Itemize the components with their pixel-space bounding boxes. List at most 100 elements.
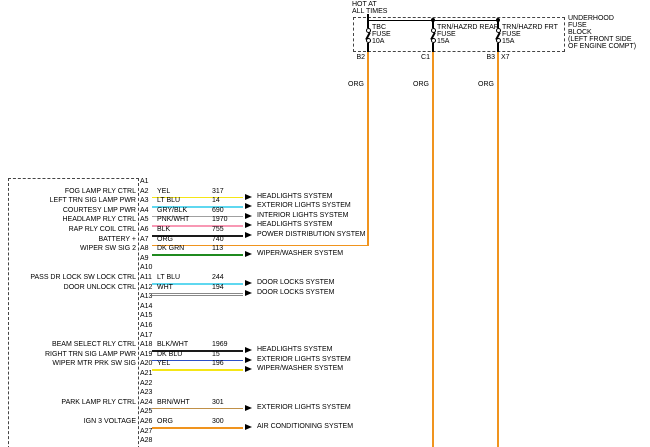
pin-label-A27: A27	[140, 427, 153, 435]
wire-A2	[152, 196, 243, 199]
system-arrow-icon	[245, 212, 252, 219]
fuse-block-label-line4: (LEFT FRONT SIDE	[568, 36, 632, 43]
system-arrow-icon	[245, 251, 252, 258]
fuse-lead-bottom	[367, 42, 369, 52]
pin-label-A6: A6	[140, 226, 149, 233]
wire-A7	[152, 244, 369, 247]
wire-color-code: BLK	[157, 226, 171, 233]
wire-color-code: BRN/WHT	[157, 398, 190, 406]
wire-A12	[152, 292, 243, 297]
system-arrow-icon	[245, 222, 252, 229]
module-function-label: LEFT TRN SIG LAMP PWR	[49, 197, 136, 205]
wire-color-code: ORG	[157, 235, 173, 243]
pin-label-A2: A2	[140, 187, 149, 195]
pin-label-A4: A4	[140, 206, 149, 214]
fuse-terminal-bottom	[430, 37, 436, 43]
wire-color-code: DK BLU	[157, 350, 183, 358]
wire-color-code: LT BLU	[157, 274, 181, 281]
pin-label-A7: A7	[140, 235, 149, 243]
pin-label-A28: A28	[140, 437, 153, 445]
system-arrow-icon	[245, 289, 252, 296]
fuse-block-label-line2: FUSE	[568, 22, 587, 29]
wire-circuit-number: 244	[212, 274, 224, 281]
pin-label-A19: A19	[140, 350, 153, 358]
pin-label-A15: A15	[140, 312, 153, 320]
bus-junction-dot	[496, 17, 500, 22]
hot-at-label-line1: HOT AT	[352, 1, 377, 8]
module-function-label: BEAM SELECT RLY CTRL	[51, 341, 136, 349]
system-arrow-icon	[245, 404, 252, 411]
wire-color-code: DK GRN	[157, 245, 185, 253]
wire-circuit-number: 740	[212, 235, 224, 243]
fuse3-name-line3: 15A	[502, 38, 515, 45]
fuse3-connector-label: X7	[501, 54, 510, 61]
module-function-label: IGN 3 VOLTAGE	[83, 418, 136, 425]
module-function-label: RAP RLY COIL CTRL	[68, 226, 136, 233]
hot-feed-line	[367, 13, 369, 21]
system-arrow-icon	[245, 203, 252, 210]
org-wire-B2	[367, 52, 369, 246]
system-arrow-icon	[245, 232, 252, 238]
pin-label-A24: A24	[140, 398, 153, 406]
wire-color-code: GRY/BLK	[157, 206, 188, 214]
system-label: DOOR LOCKS SYSTEM	[257, 288, 335, 296]
org-wire-B3	[497, 52, 499, 447]
system-label: DOOR LOCKS SYSTEM	[257, 279, 335, 286]
wire-color-code: YEL	[157, 360, 171, 368]
wire-circuit-number: 15	[212, 350, 220, 358]
fuse1-name-line1: TBC	[372, 24, 386, 31]
system-arrow-icon	[245, 424, 252, 430]
wire-circuit-number: 113	[212, 245, 224, 253]
wire-color-code: LT BLU	[157, 197, 181, 205]
module-function-label: DOOR UNLOCK CTRL	[63, 283, 136, 291]
wire-A8	[152, 254, 243, 256]
pin-label-A13: A13	[140, 293, 153, 301]
pin-label-A23: A23	[140, 389, 153, 397]
system-arrow-icon	[245, 366, 252, 373]
fuse-block-label-line1: UNDERHOOD	[568, 15, 614, 22]
wire-color-code: WHT	[157, 283, 173, 291]
wire-A6	[152, 235, 243, 237]
pin-label-A3: A3	[140, 197, 149, 205]
wire-A5	[152, 225, 243, 227]
system-label: EXTERIOR LIGHTS SYSTEM	[257, 403, 351, 411]
system-label: HEADLIGHTS SYSTEM	[257, 221, 333, 229]
module-connector-box	[8, 178, 139, 447]
system-label: POWER DISTRIBUTION SYSTEM	[257, 231, 366, 238]
pin-label-A5: A5	[140, 216, 149, 224]
wire-color-code: BLK/WHT	[157, 341, 189, 349]
module-function-label: WIPER MTR PRK SW SIG	[52, 360, 136, 368]
wire-circuit-number: 755	[212, 226, 224, 233]
wire-A4	[152, 215, 243, 218]
pin-label-A18: A18	[140, 341, 153, 349]
wire-circuit-number: 14	[212, 197, 220, 205]
fuse3-name-line2: FUSE	[502, 31, 521, 38]
wire-circuit-number: 690	[212, 206, 224, 214]
system-label: HEADLIGHTS SYSTEM	[257, 346, 333, 354]
fuse1-pin-label: B2	[356, 54, 365, 61]
fuse-block-label-line5: OF ENGINE COMPT)	[568, 43, 637, 50]
wire-circuit-number: 196	[212, 360, 224, 368]
fuse-terminal-bottom	[495, 37, 501, 43]
system-arrow-icon	[245, 356, 252, 363]
pin-label-A10: A10	[140, 264, 153, 272]
wire-circuit-number: 301	[212, 398, 224, 406]
pin-label-A9: A9	[140, 254, 149, 262]
fuse-lead-top	[367, 20, 369, 28]
system-label: INTERIOR LIGHTS SYSTEM	[257, 211, 349, 219]
module-function-label: RIGHT TRN SIG LAMP PWR	[44, 350, 136, 358]
system-label: EXTERIOR LIGHTS SYSTEM	[257, 355, 351, 363]
pin-label-A12: A12	[140, 283, 153, 291]
wire-color-code: PNK/WHT	[157, 216, 190, 224]
pin-label-A17: A17	[140, 331, 153, 339]
fuse-lead-top	[432, 20, 434, 28]
wire-circuit-number: 1970	[212, 216, 228, 224]
module-function-label: WIPER SW SIG 2	[79, 245, 136, 253]
fuse3-name-line1: TRN/HAZRD FRT	[502, 24, 558, 31]
pin-label-A25: A25	[140, 408, 153, 416]
hot-at-label-line2: ALL TIMES	[352, 8, 388, 15]
fuse1-name-line3: 10A	[372, 38, 385, 45]
wire-color-code: ORG	[157, 418, 173, 425]
pin-label-A21: A21	[140, 370, 153, 377]
